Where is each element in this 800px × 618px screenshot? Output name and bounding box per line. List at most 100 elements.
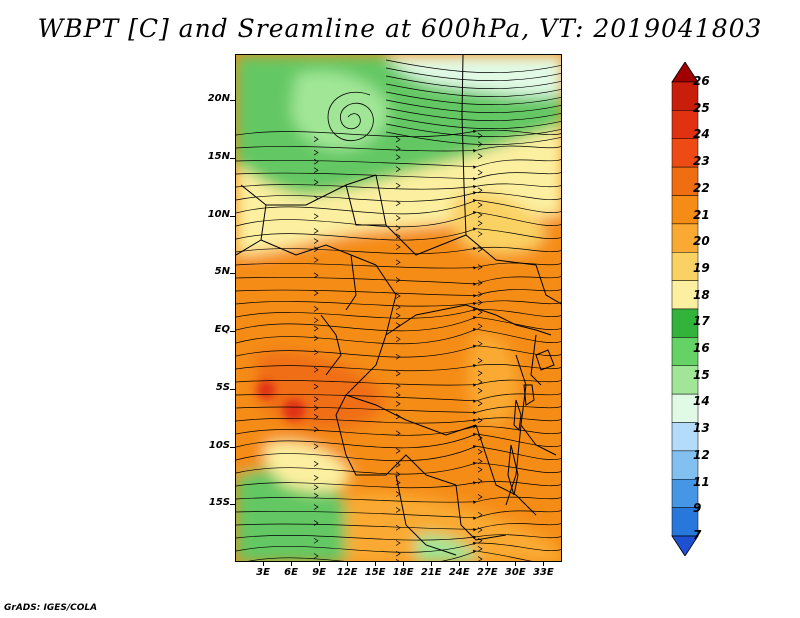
wbpt-map[interactable]: [236, 55, 562, 562]
streamline: [236, 159, 561, 169]
streamline: [236, 210, 561, 228]
streamline: [236, 227, 561, 241]
streamline-arrow: [313, 213, 319, 220]
streamline-arrow: [395, 182, 401, 189]
longitude-tick: [515, 562, 517, 566]
streamline-arrow: [313, 317, 319, 324]
colorbar-label: 17: [693, 314, 710, 329]
streamline: [236, 444, 561, 462]
streamline: [385, 83, 561, 97]
streamline-arrow: [477, 527, 483, 533]
longitude-tick: [319, 562, 321, 566]
streamline-arrow: [395, 293, 401, 299]
colorbar-segment: [671, 479, 699, 508]
streamline: [236, 534, 561, 541]
streamline-arrow: [395, 215, 401, 221]
streamline-arrow: [395, 200, 401, 207]
longitude-tick: [263, 562, 265, 566]
streamline: [236, 523, 561, 532]
latitude-label: 10N: [207, 208, 230, 220]
streamline-arrow: [395, 304, 401, 311]
streamline-arrow: [313, 195, 319, 202]
longitude-label: 9E: [312, 567, 326, 578]
colorbar-label: 20: [693, 234, 710, 249]
streamline: [385, 59, 561, 73]
streamline-arrow: [477, 478, 483, 484]
longitude-label: 6E: [284, 567, 298, 578]
longitude-tick: [291, 562, 293, 566]
streamline-arrow: [477, 220, 483, 227]
field-green-southeast: [416, 533, 476, 561]
streamline: [248, 549, 533, 561]
colorbar-segment: [671, 365, 699, 395]
latitude-tick: [230, 215, 235, 217]
latitude-label: 15S: [208, 497, 230, 509]
colorbar-label: 22: [693, 180, 710, 195]
colorbar: [671, 62, 699, 556]
great-lakes: [507, 349, 555, 496]
streamline-arrow: [313, 179, 319, 186]
streamline: [385, 107, 561, 121]
streamline-arrow: [477, 202, 483, 208]
colorbar-segment: [671, 308, 699, 338]
streamline: [385, 91, 561, 105]
streamline-arrow: [395, 322, 401, 328]
streamline: [236, 406, 561, 415]
streamline-arrow: [395, 430, 401, 437]
streamline-arrow: [313, 335, 319, 341]
longitude-label: 33E: [532, 567, 554, 578]
streamline-arrow: [477, 537, 483, 544]
streamline-arrow: [477, 132, 483, 139]
streamline-arrow: [395, 383, 401, 389]
streamline-arrow: [313, 504, 319, 510]
streamline-arrow: [313, 290, 319, 296]
longitude-label: 12E: [336, 567, 358, 578]
streamline-arrow: [477, 280, 483, 286]
streamline-arrow: [477, 264, 483, 270]
colorbar-label: 14: [693, 394, 710, 409]
streamline: [236, 246, 561, 255]
streamline: [236, 541, 561, 553]
streamline-arrow: [313, 537, 319, 544]
longitude-tick: [431, 562, 433, 566]
latitude-label: 5N: [214, 266, 230, 278]
colorbar-segment: [671, 337, 699, 366]
longitude-tick: [403, 562, 405, 566]
colorbar-label: 16: [693, 341, 710, 356]
latitude-tick: [230, 388, 235, 390]
longitude-label: 24E: [448, 567, 470, 578]
map-panel[interactable]: [235, 54, 562, 562]
field-hotspot-central: [283, 399, 305, 421]
streamline-arrow: [313, 238, 319, 244]
streamline: [236, 300, 561, 307]
streamline-arrow: [313, 136, 319, 143]
streamline-arrow: [313, 228, 319, 234]
colorbar-label: 23: [693, 154, 710, 169]
streamline-arrow: [477, 309, 483, 315]
streamline-arrow: [395, 392, 401, 398]
colorbar-label: 21: [693, 207, 710, 222]
streamline: [236, 364, 561, 372]
streamline-arrow: [313, 325, 319, 332]
streamline-arrow: [477, 546, 483, 552]
streamline: [236, 496, 561, 504]
colorbar-segment: [671, 166, 699, 196]
streamline-arrow: [477, 169, 483, 176]
streamline-arrow: [477, 357, 483, 364]
field-hotspot-west: [257, 381, 275, 399]
streamline-arrow: [395, 244, 401, 250]
colorbar-segment: [671, 138, 699, 168]
longitude-tick: [459, 562, 461, 566]
streamline: [236, 327, 561, 345]
streamline-arrow: [395, 461, 401, 468]
streamline: [385, 115, 561, 129]
streamline-arrow: [477, 231, 483, 237]
streamline-arrow: [477, 370, 483, 376]
longitude-label: 21E: [420, 567, 442, 578]
streamline-arrow: [477, 323, 483, 330]
streamline: [236, 172, 561, 181]
streamline: [236, 191, 561, 202]
streamline-arrow: [395, 507, 401, 513]
colorbar-label: 19: [693, 260, 710, 275]
streamline: [236, 315, 561, 332]
